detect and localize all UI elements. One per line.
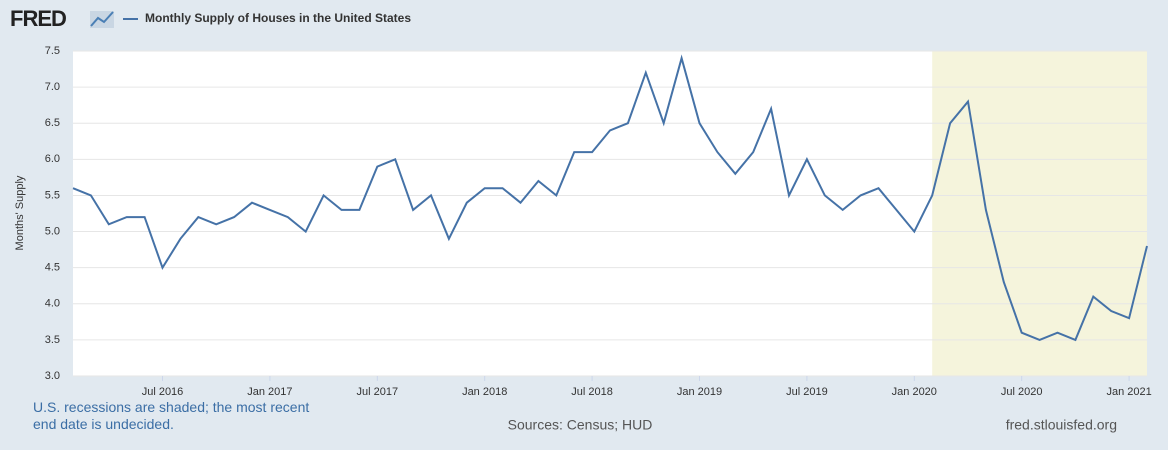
- y-tick-label: 7.0: [45, 81, 60, 93]
- x-tick-label: Jul 2020: [1001, 386, 1043, 398]
- y-tick-label: 4.5: [45, 262, 60, 274]
- y-tick-label: 5.5: [45, 189, 60, 201]
- y-tick-label: 3.5: [45, 334, 60, 346]
- site: fred.stlouisfed.org: [1006, 417, 1117, 433]
- x-tick-label: Jan 2019: [677, 386, 722, 398]
- source: Sources: Census; HUD: [508, 417, 653, 433]
- y-tick-label: 3.0: [45, 370, 60, 382]
- logo: FRED: [10, 6, 66, 31]
- x-tick-label: Jul 2019: [786, 386, 828, 398]
- y-axis-label: Months' Supply: [14, 175, 26, 250]
- recession-note: U.S. recessions are shaded; the most rec…: [33, 399, 310, 432]
- y-tick-label: 6.5: [45, 117, 60, 129]
- y-tick-label: 6.0: [45, 153, 60, 165]
- logo-icon: [90, 11, 114, 28]
- x-tick-label: Jul 2016: [142, 386, 184, 398]
- recession-shade: [932, 51, 1147, 376]
- y-tick-label: 7.5: [45, 45, 60, 57]
- y-tick-label: 5.0: [45, 225, 60, 237]
- data-line: [72, 54, 1148, 342]
- x-tick-label: Jan 2018: [462, 386, 507, 398]
- x-tick-label: Jul 2017: [357, 386, 399, 398]
- y-tick-label: 4.0: [45, 298, 60, 310]
- x-tick-label: Jan 2020: [892, 386, 937, 398]
- x-tick-label: Jul 2018: [571, 386, 613, 398]
- x-tick-label: Jan 2017: [247, 386, 292, 398]
- legend-label: Monthly Supply of Houses in the United S…: [145, 11, 411, 25]
- x-tick-label: Jan 2021: [1106, 386, 1151, 398]
